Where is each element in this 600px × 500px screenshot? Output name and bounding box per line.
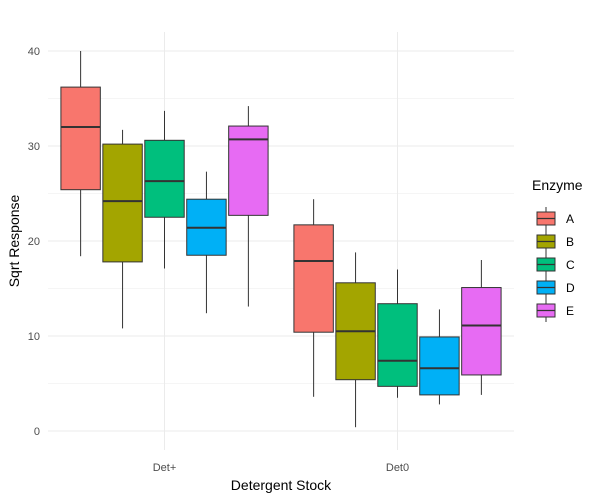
box-body (60, 86, 101, 191)
box-body (228, 125, 269, 216)
y-tick-label: 40 (28, 46, 40, 58)
legend-title: Enzyme (532, 177, 583, 193)
legend-item-D: D (536, 276, 575, 299)
y-axis-title: Sqrt Response (6, 194, 22, 287)
box-D-Det0 (419, 309, 460, 405)
box-E-Det+ (228, 106, 269, 307)
box-body (293, 224, 334, 333)
box-body (461, 287, 502, 376)
y-tick-label: 0 (34, 426, 40, 438)
legend-label: B (566, 235, 574, 249)
legend-item-B: B (536, 230, 574, 253)
box-body (102, 143, 143, 263)
x-axis-title: Detergent Stock (231, 477, 332, 493)
legend-item-C: C (536, 253, 575, 276)
box-A-Det+ (60, 51, 101, 257)
box-B-Det+ (102, 129, 143, 329)
x-tick-label: Det0 (386, 462, 409, 474)
legend-label: D (566, 281, 575, 295)
box-body (419, 336, 460, 396)
legend-item-A: A (536, 207, 574, 230)
y-tick-label: 10 (28, 331, 40, 343)
legend-label: A (566, 212, 574, 226)
box-body (144, 139, 185, 218)
box-layer (60, 51, 502, 428)
box-E-Det0 (461, 260, 502, 395)
legend-label: E (566, 304, 574, 318)
box-C-Det+ (144, 110, 185, 269)
y-tick-label: 20 (28, 236, 40, 248)
axis-layer: 0 10 20 30 40 Det+ Det0 (28, 46, 409, 474)
legend-item-E: E (536, 299, 574, 322)
box-body (377, 303, 418, 387)
x-tick-label: Det+ (153, 462, 177, 474)
legend-label: C (566, 258, 575, 272)
box-C-Det0 (377, 269, 418, 398)
box-D-Det+ (186, 171, 227, 314)
box-B-Det0 (335, 252, 376, 428)
box-A-Det0 (293, 199, 334, 397)
y-tick-label: 30 (28, 141, 40, 153)
